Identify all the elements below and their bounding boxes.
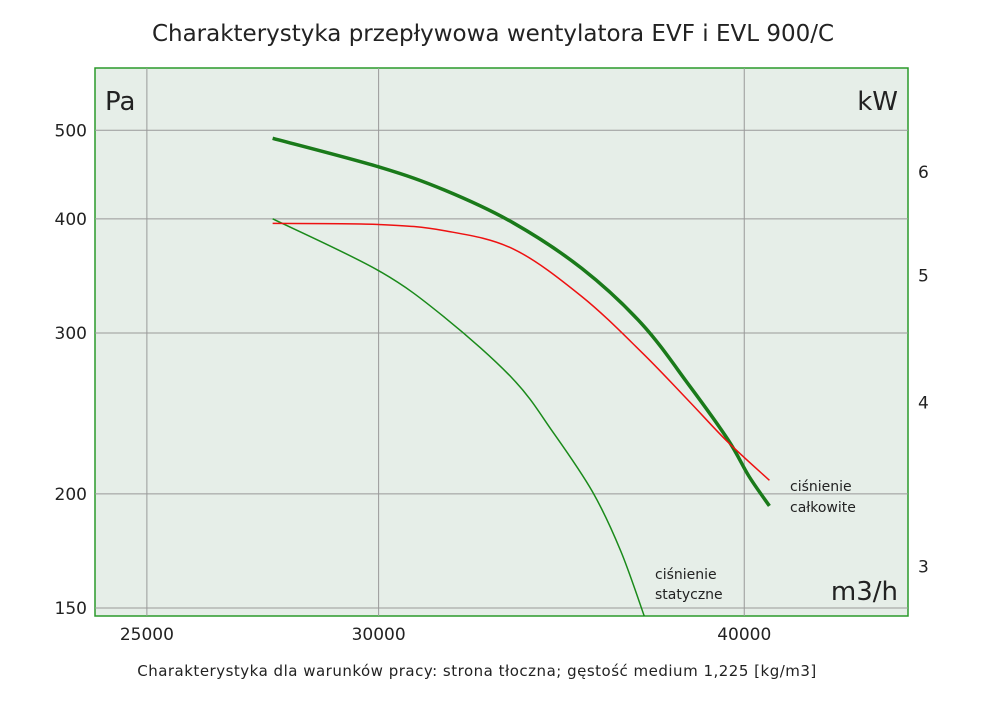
x-axis-label: m3/h [831, 577, 898, 607]
y-tick-label: 400 [55, 210, 87, 230]
y2-tick-label: 6 [918, 163, 929, 183]
label-static-1: ciśnienie [655, 567, 717, 583]
y-tick-label: 200 [55, 485, 87, 505]
series-line-power [272, 222, 770, 481]
tick-labels: 25000 30000 40000 500 400 300 200 150 6 5 4 3 [55, 121, 929, 645]
y2-axis-label: kW [857, 87, 898, 117]
x-tick-label: 30000 [352, 625, 406, 645]
label-total-1: ciśnienie [790, 479, 852, 495]
footnote: Charakterystyka dla warunków pracy: stro… [137, 662, 817, 680]
series-line-static-pressure [272, 218, 646, 616]
gridlines [95, 68, 908, 616]
y-tick-label: 150 [55, 599, 87, 619]
y2-tick-label: 5 [918, 267, 929, 287]
y2-tick-label: 3 [918, 557, 929, 577]
series-line-total-pressure [272, 136, 771, 507]
y-tick-label: 300 [55, 324, 87, 344]
label-total-2: całkowite [790, 500, 856, 516]
chart-title: Charakterystyka przepływowa wentylatora … [152, 21, 834, 47]
plot-area [94, 67, 909, 617]
series [272, 136, 771, 616]
label-static-2: statyczne [655, 587, 723, 603]
x-tick-label: 40000 [717, 625, 771, 645]
x-tick-label: 25000 [120, 625, 174, 645]
y2-tick-label: 4 [918, 394, 929, 414]
y-tick-label: 500 [55, 121, 87, 141]
y-axis-label: Pa [105, 87, 135, 117]
